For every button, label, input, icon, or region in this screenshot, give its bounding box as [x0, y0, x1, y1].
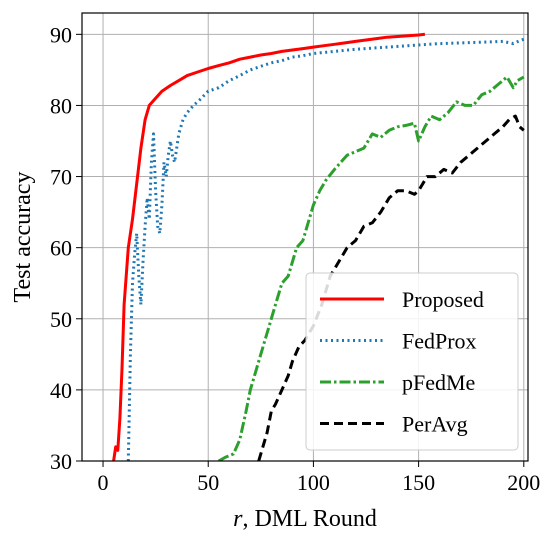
x-tick-label: 0	[98, 470, 109, 495]
y-tick-label: 40	[50, 378, 72, 403]
legend-label-proposed: Proposed	[402, 287, 484, 312]
legend-label-fedprox: FedProx	[402, 329, 477, 354]
x-axis-text: DML Round	[254, 506, 376, 532]
y-tick-label: 50	[50, 307, 72, 332]
x-axis-ticks: 0 50 100 150 200	[98, 461, 540, 495]
y-axis-ticks: 30 40 50 60 70 80 90	[50, 22, 82, 474]
x-axis-label: r, DML Round	[233, 506, 377, 532]
y-tick-label: 70	[50, 165, 72, 190]
y-tick-label: 90	[50, 22, 72, 47]
legend: Proposed FedProx pFedMe PerAvg	[305, 272, 519, 451]
y-tick-label: 30	[50, 449, 72, 474]
plot-frame	[81, 12, 529, 462]
x-tick-label: 100	[297, 470, 330, 495]
x-tick-label: 200	[507, 470, 540, 495]
series-line-peravg	[257, 114, 525, 461]
x-axis-variable: r	[233, 506, 243, 532]
series-line-pfedme	[217, 75, 525, 461]
y-axis-label: Test accuracy	[10, 172, 36, 303]
legend-label-peravg: PerAvg	[402, 412, 468, 437]
plot-lines	[112, 32, 525, 461]
y-tick-label: 80	[50, 93, 72, 118]
x-axis-separator: ,	[242, 506, 254, 532]
legend-box	[305, 272, 519, 451]
y-tick-label: 60	[50, 236, 72, 261]
x-tick-label: 50	[197, 470, 219, 495]
legend-label-pfedme: pFedMe	[402, 370, 475, 395]
x-tick-label: 150	[402, 470, 435, 495]
series-line-proposed	[112, 32, 426, 461]
